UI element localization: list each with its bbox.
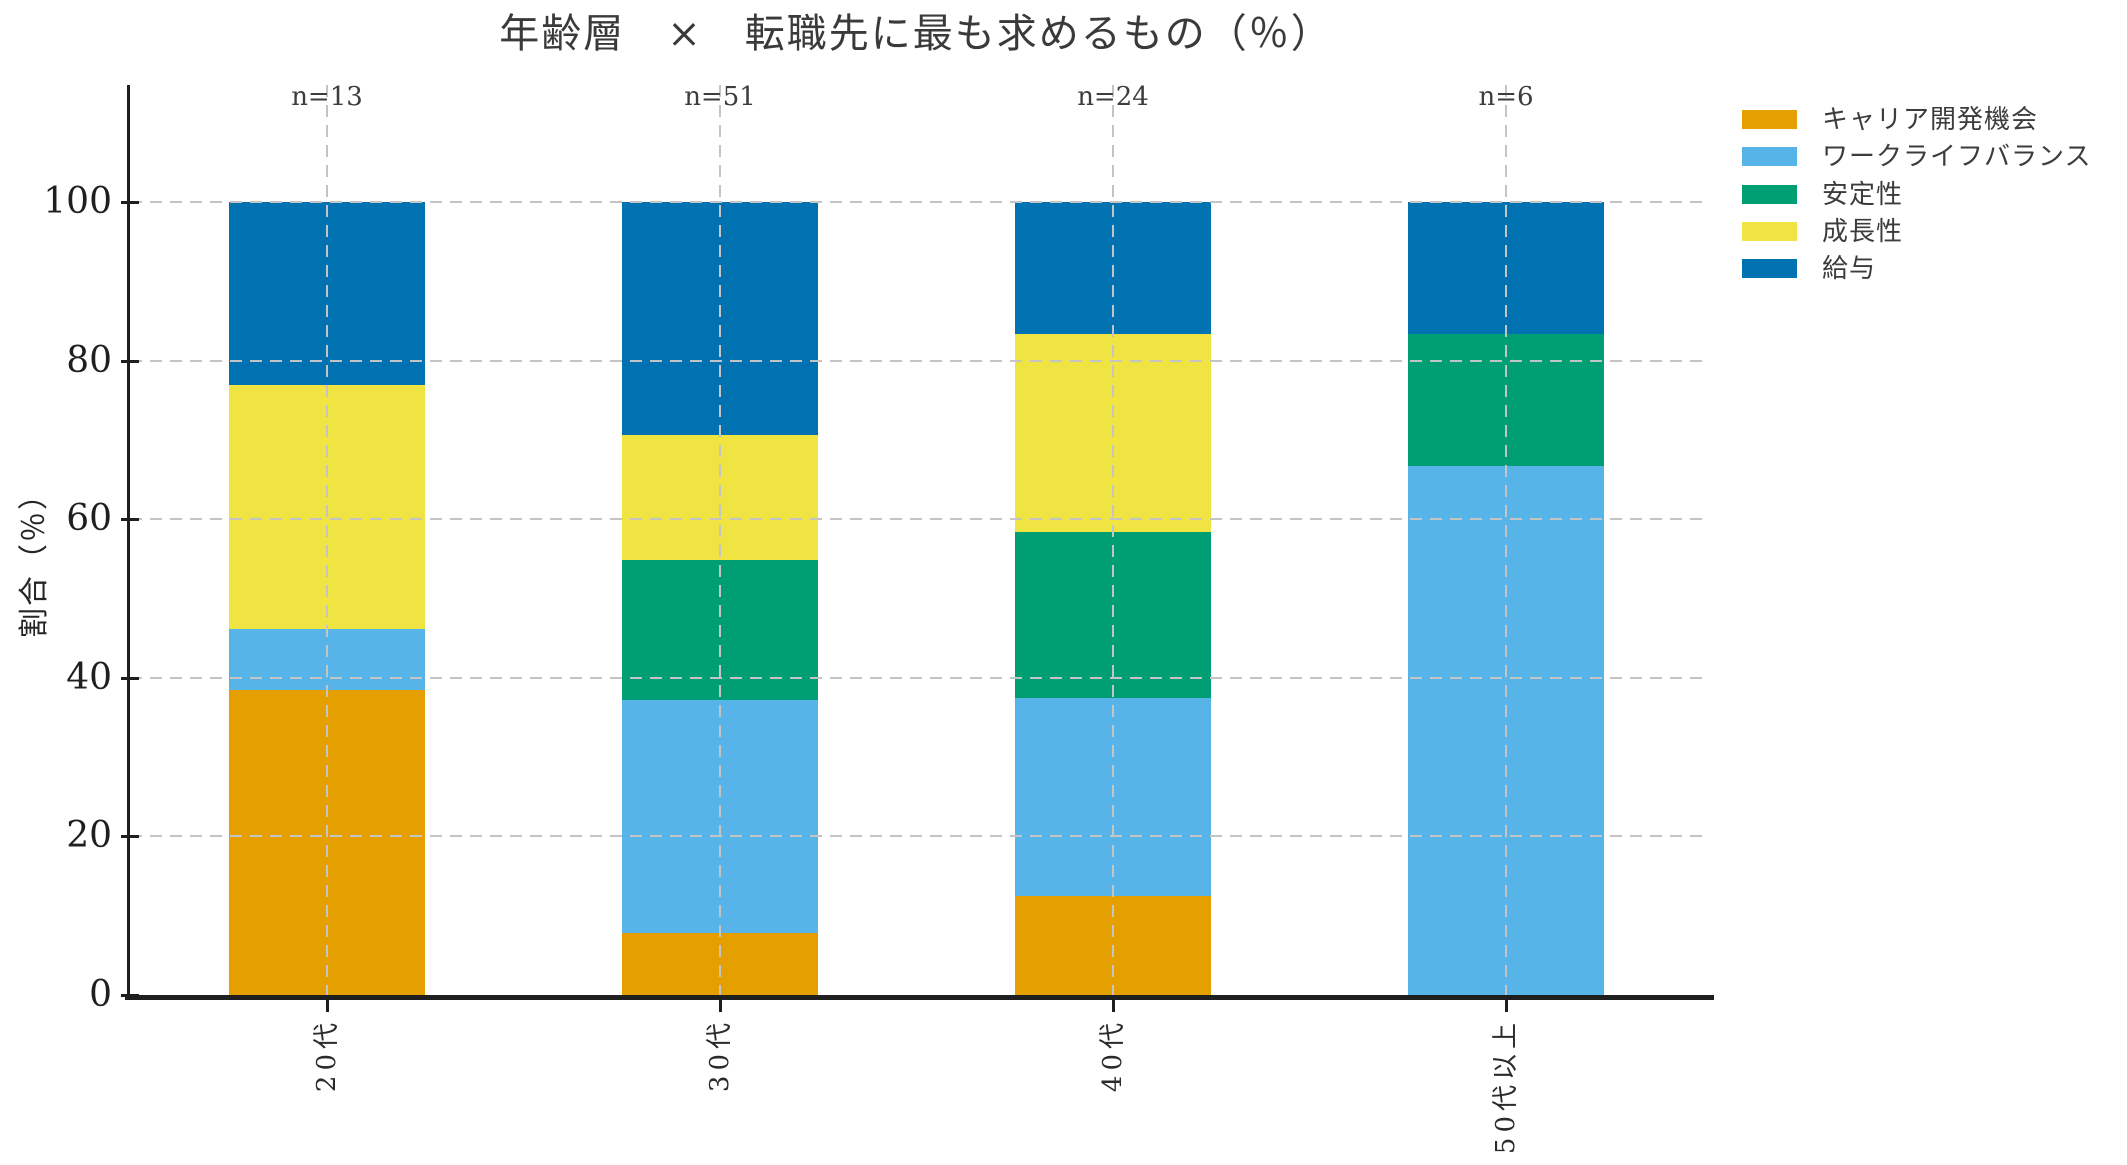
y-tick-80 xyxy=(121,360,139,363)
legend-label-ワークライフバランス: ワークライフバランス xyxy=(1822,142,2092,172)
y-tick-label-80: 80 xyxy=(66,340,112,381)
x-tick-30代 xyxy=(719,1000,722,1012)
y-axis-label: 割合（％） xyxy=(17,478,52,638)
x-tick-label-30代: 30代 xyxy=(705,1018,735,1093)
legend-label-給与: 給与 xyxy=(1822,254,1877,284)
gridline-y-60 xyxy=(130,518,1702,520)
gridline-x-50代以上 xyxy=(1505,85,1507,995)
gridline-x-20代 xyxy=(326,85,328,995)
y-tick-label-40: 40 xyxy=(66,657,112,698)
legend-label-キャリア開発機会: キャリア開発機会 xyxy=(1822,105,2039,135)
x-tick-20代 xyxy=(326,1000,329,1012)
x-tick-40代 xyxy=(1112,1000,1115,1012)
x-tick-label-20代: 20代 xyxy=(312,1018,342,1093)
y-tick-label-0: 0 xyxy=(89,974,112,1015)
bar-annotation-40代: n=24 xyxy=(1077,82,1149,112)
legend-label-安定性: 安定性 xyxy=(1822,180,1904,210)
legend-swatch-キャリア開発機会 xyxy=(1742,110,1797,129)
x-axis-spine xyxy=(125,995,1714,1000)
legend-swatch-ワークライフバランス xyxy=(1742,147,1797,166)
y-tick-20 xyxy=(121,835,139,838)
gridline-x-30代 xyxy=(719,85,721,995)
legend-swatch-給与 xyxy=(1742,259,1797,278)
y-tick-label-100: 100 xyxy=(43,181,112,222)
legend-swatch-安定性 xyxy=(1742,185,1797,204)
gridline-y-100 xyxy=(130,201,1702,203)
chart-title: 年齢層 × 転職先に最も求めるもの（％） xyxy=(499,11,1333,57)
x-tick-label-40代: 40代 xyxy=(1098,1018,1128,1093)
y-tick-40 xyxy=(121,677,139,680)
y-tick-60 xyxy=(121,518,139,521)
gridline-y-80 xyxy=(130,360,1702,362)
legend-label-成長性: 成長性 xyxy=(1822,217,1904,247)
y-axis-spine xyxy=(127,85,130,998)
bar-annotation-20代: n=13 xyxy=(291,82,363,112)
bar-annotation-50代以上: n=6 xyxy=(1478,82,1534,112)
y-tick-label-60: 60 xyxy=(66,498,112,539)
x-tick-50代以上 xyxy=(1505,1000,1508,1012)
legend-swatch-成長性 xyxy=(1742,222,1797,241)
y-tick-0 xyxy=(121,994,139,997)
gridline-y-40 xyxy=(130,677,1702,679)
gridline-y-20 xyxy=(130,835,1702,837)
x-tick-label-50代以上: 50代以上 xyxy=(1491,1018,1521,1155)
bar-annotation-30代: n=51 xyxy=(684,82,756,112)
y-tick-label-20: 20 xyxy=(66,815,112,856)
y-tick-100 xyxy=(121,201,139,204)
gridline-x-40代 xyxy=(1112,85,1114,995)
